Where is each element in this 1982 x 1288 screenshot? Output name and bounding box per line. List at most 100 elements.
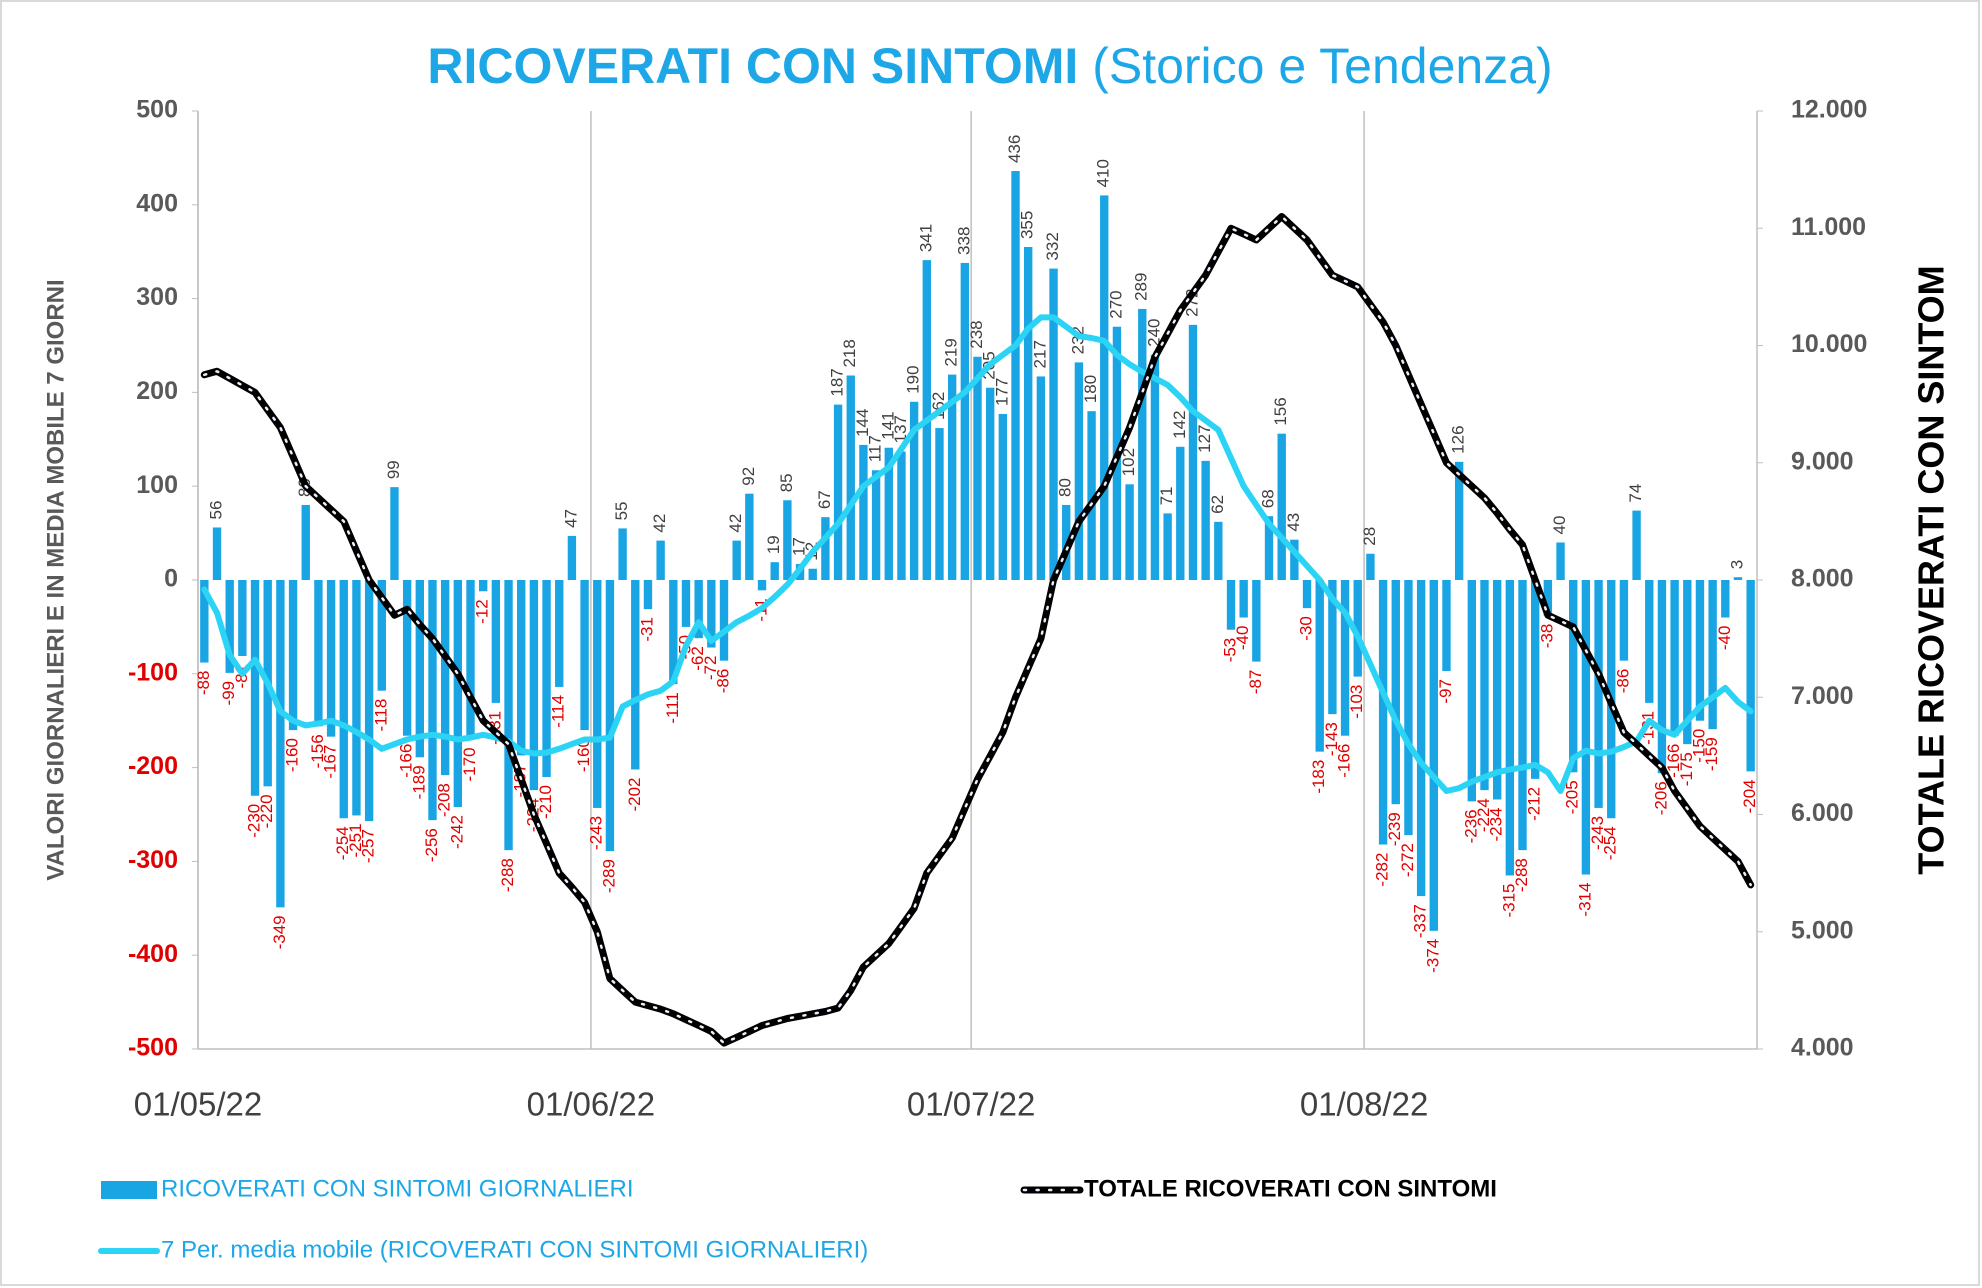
data-label: 410 xyxy=(1094,159,1113,187)
data-label: 217 xyxy=(1030,340,1049,368)
data-label: 117 xyxy=(866,435,885,462)
bar xyxy=(364,580,374,822)
bar xyxy=(859,444,868,580)
bar xyxy=(377,580,386,691)
bar xyxy=(947,374,957,580)
bar xyxy=(1492,580,1502,800)
data-label: -103 xyxy=(1347,685,1366,719)
bar xyxy=(1011,171,1020,581)
data-label: 144 xyxy=(853,409,872,437)
data-label: 338 xyxy=(954,227,973,255)
data-label: -288 xyxy=(498,858,517,892)
bar xyxy=(1049,268,1058,580)
y2-axis-title: TOTALE RICOVERATI CON SINTOM xyxy=(1911,265,1952,874)
bar xyxy=(618,528,627,580)
bar xyxy=(871,470,881,580)
bar xyxy=(453,580,463,807)
data-label: -166 xyxy=(1335,744,1354,778)
data-label: 270 xyxy=(1106,290,1125,318)
bar xyxy=(542,580,551,777)
bar xyxy=(973,356,982,580)
x-tick-label: 01/07/22 xyxy=(907,1086,1035,1123)
bar xyxy=(821,517,830,580)
bar xyxy=(1619,580,1629,661)
bar xyxy=(567,535,577,580)
data-label: -254 xyxy=(333,826,352,860)
y-tick-label: -100 xyxy=(128,658,178,686)
bar xyxy=(833,404,843,580)
data-label: -99 xyxy=(219,681,238,706)
data-label: -88 xyxy=(194,671,213,696)
data-label: -143 xyxy=(1322,722,1341,756)
data-label: -256 xyxy=(422,828,441,862)
y-tick-label: -500 xyxy=(128,1034,178,1062)
bar xyxy=(1214,521,1223,580)
bar xyxy=(1429,580,1438,931)
bar xyxy=(1201,460,1210,580)
data-label: -159 xyxy=(1702,737,1721,771)
bar xyxy=(314,580,323,727)
data-label: 187 xyxy=(828,368,847,396)
bar xyxy=(517,580,526,756)
x-tick-label: 01/08/22 xyxy=(1300,1086,1428,1123)
data-label: -374 xyxy=(1423,939,1442,973)
bar xyxy=(352,580,361,816)
bar xyxy=(1340,580,1350,736)
data-label: 80 xyxy=(1056,478,1075,497)
data-label: 156 xyxy=(1271,397,1290,425)
bar xyxy=(719,580,729,661)
bar xyxy=(301,504,310,580)
data-label: -38 xyxy=(1537,624,1556,649)
bar xyxy=(1087,411,1096,580)
bar xyxy=(288,580,298,731)
data-label: -118 xyxy=(371,699,390,732)
data-label: 47 xyxy=(561,509,580,528)
bar xyxy=(593,580,602,808)
bar xyxy=(732,540,741,580)
bar xyxy=(1442,580,1451,671)
data-label: -30 xyxy=(1297,616,1316,641)
data-label: 102 xyxy=(1119,448,1138,476)
bar xyxy=(935,428,944,580)
y2-tick-label: 11.000 xyxy=(1791,213,1866,241)
bar xyxy=(402,580,412,736)
data-label: 28 xyxy=(1360,527,1379,546)
bar xyxy=(1505,580,1515,876)
y-axis-title: VALORI GIORNALIERI E IN MEDIA MOBILE 7 G… xyxy=(42,279,69,880)
bar xyxy=(1594,580,1603,808)
y-tick-label: 200 xyxy=(136,377,178,405)
bar xyxy=(1670,580,1679,736)
y2-tick-label: 4.000 xyxy=(1791,1034,1854,1062)
bar xyxy=(1454,461,1464,580)
bar xyxy=(1150,354,1160,580)
data-label: -224 xyxy=(1474,798,1493,832)
bar xyxy=(1163,513,1172,580)
data-label: 85 xyxy=(777,473,796,492)
data-label: 71 xyxy=(1157,486,1176,505)
data-label: -314 xyxy=(1575,883,1594,917)
bar xyxy=(998,413,1008,580)
bar xyxy=(1708,580,1717,730)
data-label: -230 xyxy=(245,804,264,838)
bar xyxy=(1226,580,1236,630)
data-label: -254 xyxy=(1601,826,1620,860)
bar xyxy=(1302,580,1312,609)
data-label: -288 xyxy=(1512,858,1531,892)
data-label: -166 xyxy=(397,744,416,778)
data-label: -210 xyxy=(536,785,555,819)
bar xyxy=(1138,308,1147,580)
data-label: -212 xyxy=(1525,787,1544,821)
bar xyxy=(1543,580,1553,616)
data-label: 43 xyxy=(1284,513,1303,532)
data-label: -175 xyxy=(1677,752,1696,786)
y2-tick-label: 9.000 xyxy=(1791,447,1854,475)
data-label: 289 xyxy=(1132,273,1151,301)
bar xyxy=(1024,247,1033,580)
data-label: -72 xyxy=(701,656,720,681)
bar xyxy=(504,580,513,851)
bar xyxy=(276,580,285,908)
y-tick-label: 400 xyxy=(136,189,178,217)
bar xyxy=(1518,580,1527,851)
y-tick-label: -400 xyxy=(128,940,178,968)
